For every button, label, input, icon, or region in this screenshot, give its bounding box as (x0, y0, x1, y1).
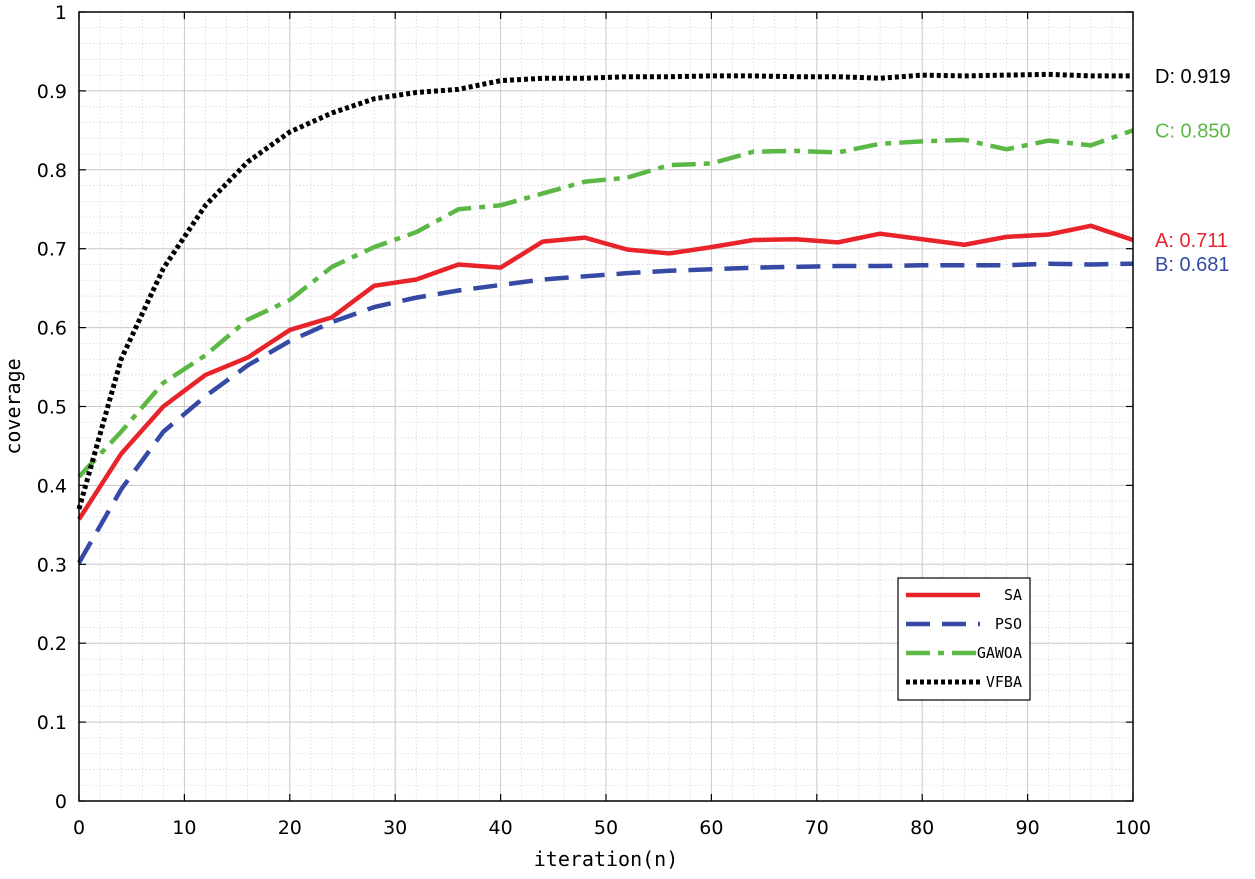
x-tick-label: 0 (73, 817, 85, 839)
y-tick-label: 0.1 (37, 712, 67, 734)
y-tick-label: 0.9 (37, 81, 67, 103)
x-tick-label: 60 (699, 817, 723, 839)
x-tick-label: 100 (1115, 817, 1151, 839)
legend-label-sa: SA (1004, 586, 1022, 604)
y-tick-label: 0 (55, 791, 67, 813)
x-tick-label: 80 (910, 817, 934, 839)
tick-labels: 0 10 20 30 40 50 60 70 80 90 100 0 0.1 0.2 0.3 0.4 0.5 0.… (37, 2, 1151, 839)
x-tick-label: 40 (489, 817, 513, 839)
series-layer (76, 71, 1134, 564)
y-tick-label: 0.5 (37, 397, 67, 419)
legend: SA PSO GAWOA VFBA (897, 577, 1031, 701)
legend-label-gawoa: GAWOA (977, 644, 1022, 662)
y-tick-label: 0.3 (37, 554, 67, 576)
x-tick-label: 10 (172, 817, 196, 839)
x-tick-label: 90 (1016, 817, 1040, 839)
series-line-vfba (76, 71, 1133, 510)
minor-grid (79, 12, 1133, 801)
x-tick-label: 20 (278, 817, 302, 839)
series-line-sa (77, 223, 1134, 521)
end-label-gawoa: C: 0.850 (1155, 120, 1231, 142)
series-line-gawoa (77, 128, 1134, 479)
end-label-vfba: D: 0.919 (1155, 66, 1231, 88)
legend-label-vfba: VFBA (986, 673, 1022, 691)
y-tick-label: 0.2 (37, 633, 67, 655)
series-line-pso (77, 261, 1134, 564)
x-axis-label: iteration(n) (534, 847, 679, 871)
y-tick-label: 0.4 (37, 475, 67, 497)
y-tick-label: 0.6 (37, 318, 67, 340)
x-tick-label: 70 (805, 817, 829, 839)
x-tick-label: 50 (594, 817, 618, 839)
y-tick-label: 0.8 (37, 160, 67, 182)
y-tick-label: 0.7 (37, 239, 67, 261)
x-tick-label: 30 (383, 817, 407, 839)
y-axis-label: coverage (1, 358, 25, 454)
legend-label-pso: PSO (995, 615, 1022, 633)
end-label-pso: B: 0.681 (1155, 254, 1230, 276)
end-label-sa: A: 0.711 (1155, 230, 1228, 252)
y-tick-label: 1 (55, 2, 67, 24)
